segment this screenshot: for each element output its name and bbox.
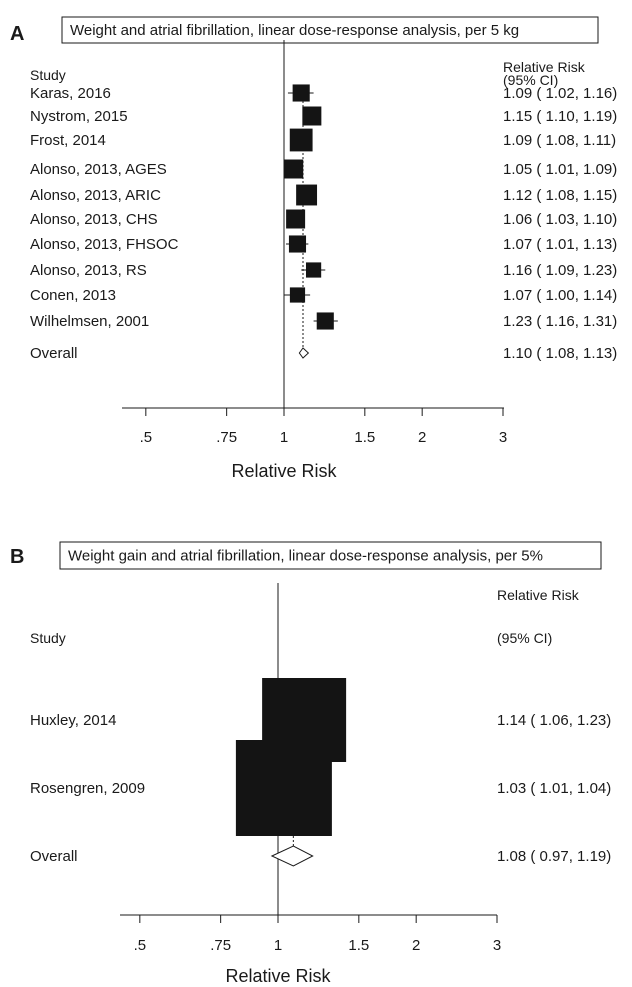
chart-title: Weight gain and atrial fibrillation, lin… <box>68 548 543 565</box>
study-rr-ci: 1.15 ( 1.10, 1.19) <box>503 108 617 125</box>
x-tick-label: 3 <box>493 937 501 954</box>
study-rr-ci: 1.06 ( 1.03, 1.10) <box>503 211 617 228</box>
panel-letter: A <box>10 23 24 45</box>
study-weight-square <box>288 235 307 253</box>
x-axis-title: Relative Risk <box>231 461 337 481</box>
study-rr-ci: 1.16 ( 1.09, 1.23) <box>503 262 617 279</box>
study-label: Alonso, 2013, AGES <box>30 161 167 178</box>
study-weight-square <box>316 312 334 330</box>
x-tick-label: 1.5 <box>354 429 375 446</box>
study-rr-ci: 1.09 ( 1.02, 1.16) <box>503 85 617 102</box>
study-rr-ci: 1.09 ( 1.08, 1.11) <box>503 132 616 149</box>
study-label: Huxley, 2014 <box>30 712 116 729</box>
x-tick-label: 1.5 <box>348 937 369 954</box>
study-label: Karas, 2016 <box>30 85 111 102</box>
x-tick-label: .75 <box>210 937 231 954</box>
study-column-header: Study <box>30 67 66 83</box>
x-axis-title: Relative Risk <box>225 966 331 986</box>
study-column-header: Study <box>30 630 66 646</box>
study-weight-square <box>286 209 306 229</box>
x-tick-label: .5 <box>134 937 147 954</box>
overall-rr-ci: 1.10 ( 1.08, 1.13) <box>503 345 617 362</box>
x-tick-label: 2 <box>418 429 426 446</box>
study-weight-square <box>235 740 332 836</box>
study-label: Alonso, 2013, RS <box>30 262 147 279</box>
x-tick-label: 2 <box>412 937 420 954</box>
overall-diamond <box>298 347 310 359</box>
x-tick-label: 3 <box>499 429 507 446</box>
study-label: Frost, 2014 <box>30 132 106 149</box>
study-label: Rosengren, 2009 <box>30 780 145 797</box>
study-rr-ci: 1.12 ( 1.08, 1.15) <box>503 187 617 204</box>
study-weight-square <box>289 287 306 303</box>
rr-column-header: Relative Risk <box>497 587 580 603</box>
study-weight-square <box>292 84 310 102</box>
overall-label: Overall <box>30 848 78 865</box>
study-rr-ci: 1.23 ( 1.16, 1.31) <box>503 313 617 330</box>
overall-label: Overall <box>30 345 78 362</box>
study-label: Conen, 2013 <box>30 287 116 304</box>
panel-letter: B <box>10 546 24 568</box>
rr-column-header: Relative Risk <box>503 59 586 75</box>
title-box <box>59 541 602 570</box>
x-tick-label: .75 <box>216 429 237 446</box>
study-weight-square <box>289 128 313 152</box>
study-rr-ci: 1.07 ( 1.00, 1.14) <box>503 287 617 304</box>
study-weight-square <box>305 262 322 278</box>
study-weight-square <box>284 159 304 179</box>
study-rr-ci: 1.03 ( 1.01, 1.04) <box>497 780 611 797</box>
overall-diamond <box>270 845 314 867</box>
study-label: Wilhelmsen, 2001 <box>30 313 149 330</box>
ci-column-header: (95% CI) <box>497 630 552 646</box>
study-label: Alonso, 2013, CHS <box>30 211 158 228</box>
study-rr-ci: 1.14 ( 1.06, 1.23) <box>497 712 611 729</box>
study-label: Alonso, 2013, FHSOC <box>30 236 179 253</box>
study-rr-ci: 1.07 ( 1.01, 1.13) <box>503 236 617 253</box>
study-label: Alonso, 2013, ARIC <box>30 187 161 204</box>
study-weight-square <box>296 184 318 206</box>
x-tick-label: .5 <box>140 429 153 446</box>
title-box <box>61 16 599 44</box>
study-label: Nystrom, 2015 <box>30 108 128 125</box>
x-tick-label: 1 <box>280 429 288 446</box>
ci-column-header: (95% CI) <box>503 72 558 88</box>
study-weight-square <box>302 106 322 126</box>
study-rr-ci: 1.05 ( 1.01, 1.09) <box>503 161 617 178</box>
x-tick-label: 1 <box>274 937 282 954</box>
chart-title: Weight and atrial fibrillation, linear d… <box>70 22 519 39</box>
overall-rr-ci: 1.08 ( 0.97, 1.19) <box>497 848 611 865</box>
